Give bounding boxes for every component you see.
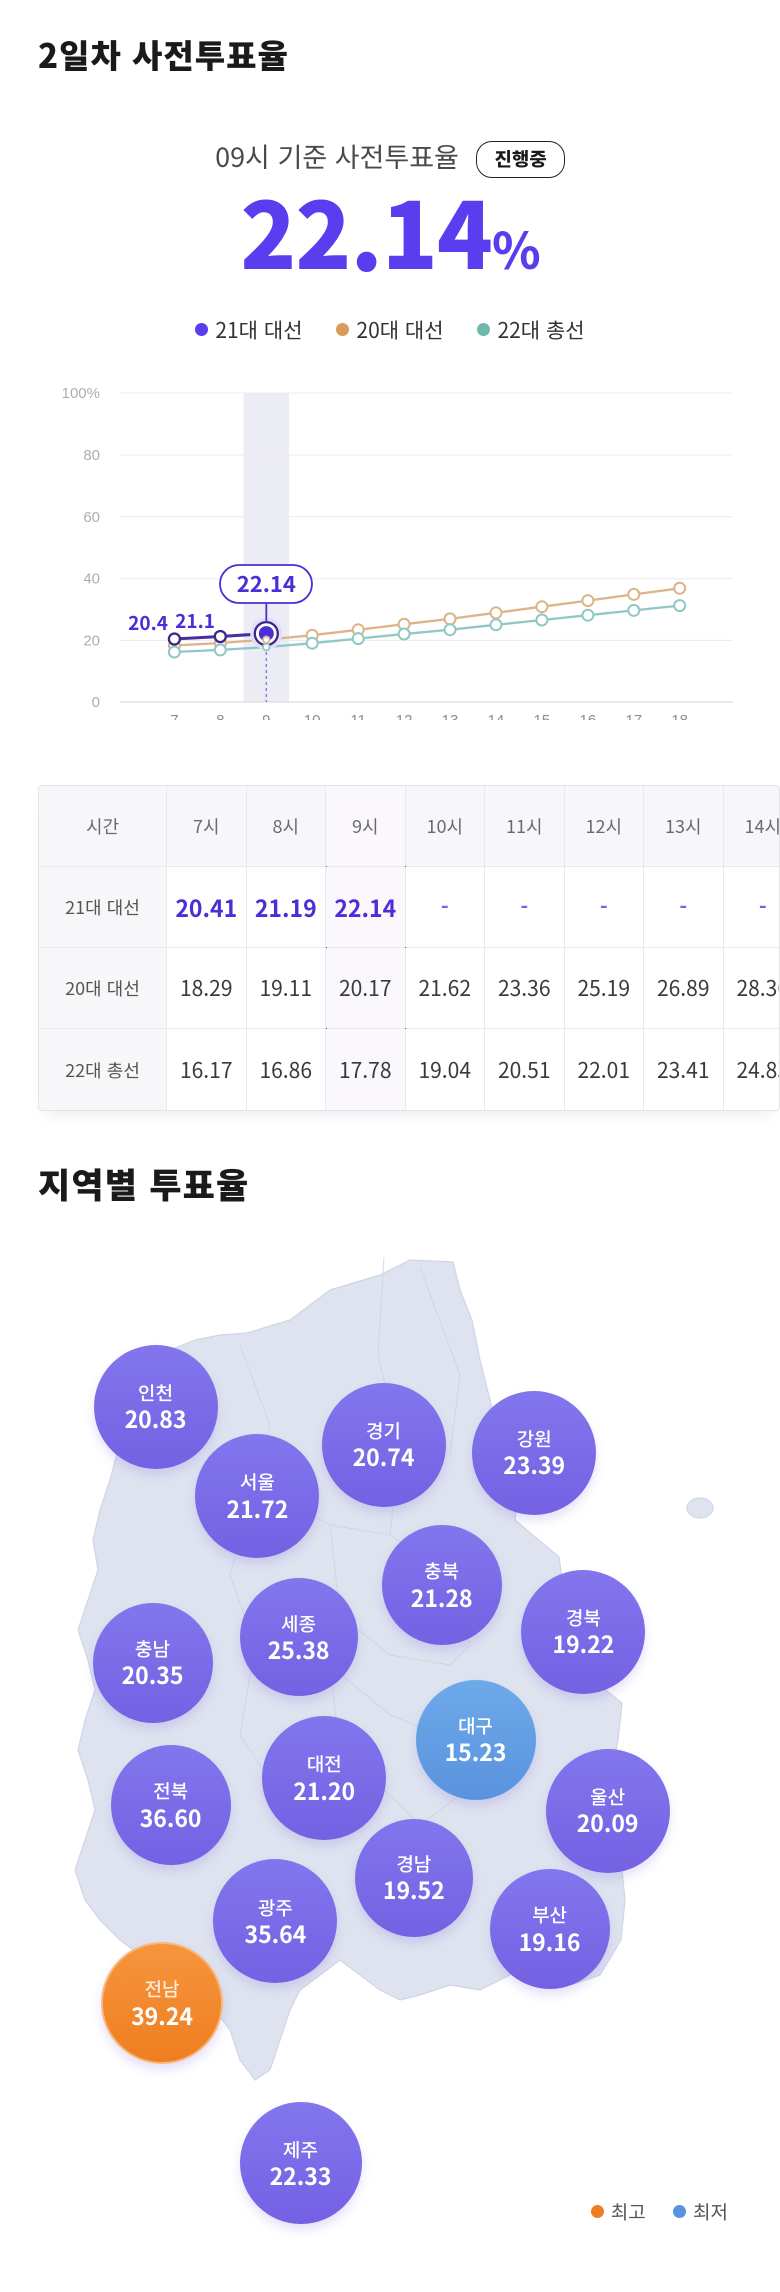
svg-text:15: 15	[534, 712, 551, 720]
svg-text:22.14: 22.14	[237, 567, 296, 599]
svg-text:20: 20	[83, 632, 100, 649]
svg-text:100%: 100%	[62, 385, 100, 402]
svg-text:11: 11	[350, 712, 366, 720]
svg-text:9: 9	[262, 712, 270, 720]
svg-text:13: 13	[442, 712, 459, 720]
svg-text:40: 40	[83, 571, 100, 588]
svg-text:0: 0	[92, 694, 100, 711]
svg-text:8: 8	[216, 712, 224, 720]
svg-text:10: 10	[304, 712, 321, 720]
svg-text:21.1: 21.1	[175, 607, 215, 634]
svg-text:12: 12	[396, 712, 413, 720]
svg-text:16: 16	[580, 712, 597, 720]
svg-text:80: 80	[83, 447, 100, 464]
svg-text:60: 60	[83, 509, 100, 526]
svg-text:7: 7	[170, 712, 178, 720]
svg-text:20.4: 20.4	[128, 609, 168, 636]
svg-text:14: 14	[488, 712, 505, 720]
svg-text:17: 17	[625, 712, 642, 720]
svg-text:18: 18	[671, 712, 688, 720]
